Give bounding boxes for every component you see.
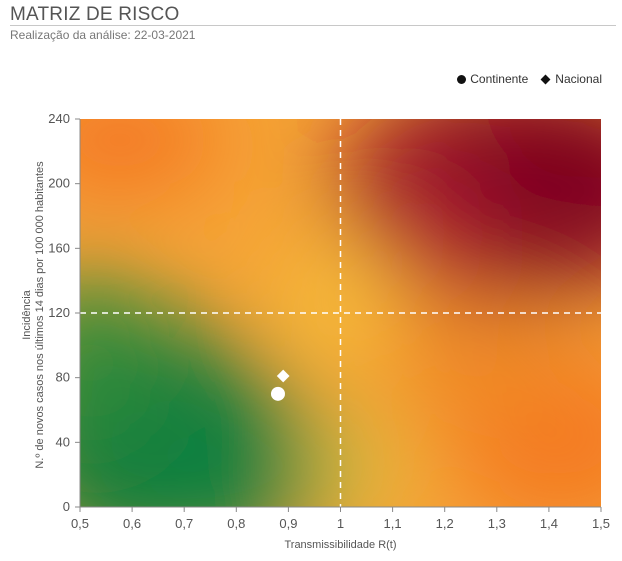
y-tick-label: 0 bbox=[63, 499, 70, 514]
circle-icon bbox=[457, 74, 467, 84]
x-tick-label: 0,5 bbox=[71, 516, 89, 531]
point-nacional bbox=[276, 369, 290, 383]
x-tick-label: 1,2 bbox=[436, 516, 454, 531]
y-tick-label: 200 bbox=[48, 176, 70, 191]
x-tick-label: 1,3 bbox=[488, 516, 506, 531]
x-tick-label: 1,4 bbox=[540, 516, 558, 531]
y-axis-title-line1: Incidência bbox=[21, 289, 33, 339]
legend-label-nacional: Nacional bbox=[555, 72, 602, 86]
x-axis-title: Transmissibilidade R(t) bbox=[284, 539, 396, 551]
y-axis-title-line2: N.º de novos casos nos últimos 14 dias p… bbox=[34, 161, 46, 469]
y-tick-label: 120 bbox=[48, 305, 70, 320]
page-title: MATRIZ DE RISCO bbox=[10, 4, 180, 25]
point-continente bbox=[270, 386, 285, 401]
legend-item-continente: Continente bbox=[457, 72, 528, 86]
y-tick-label: 160 bbox=[48, 240, 70, 255]
x-tick-label: 1,1 bbox=[384, 516, 402, 531]
x-tick-label: 1 bbox=[337, 516, 344, 531]
y-tick-label: 40 bbox=[56, 434, 70, 449]
x-tick-label: 0,8 bbox=[227, 516, 245, 531]
axes: 0,5 0,6 0,7 0,8 0,9 1 1,1 1,2 1,3 1,4 1,5 0 40 80 120 1… bbox=[21, 111, 610, 551]
chart-legend: Continente Nacional bbox=[457, 72, 602, 86]
x-tick-label: 0,9 bbox=[279, 516, 297, 531]
y-tick-label: 240 bbox=[48, 111, 70, 126]
analysis-date: Realização da análise: 22-03-2021 bbox=[10, 28, 196, 42]
x-tick-label: 0,7 bbox=[175, 516, 193, 531]
legend-label-continente: Continente bbox=[470, 72, 529, 86]
y-tick-label: 80 bbox=[56, 370, 70, 385]
x-tick-label: 1,5 bbox=[592, 516, 610, 531]
title-divider bbox=[10, 25, 616, 26]
legend-item-nacional: Nacional bbox=[540, 72, 602, 86]
risk-gradient-background bbox=[80, 119, 601, 507]
data-marks bbox=[270, 369, 290, 401]
x-tick-label: 0,6 bbox=[123, 516, 141, 531]
